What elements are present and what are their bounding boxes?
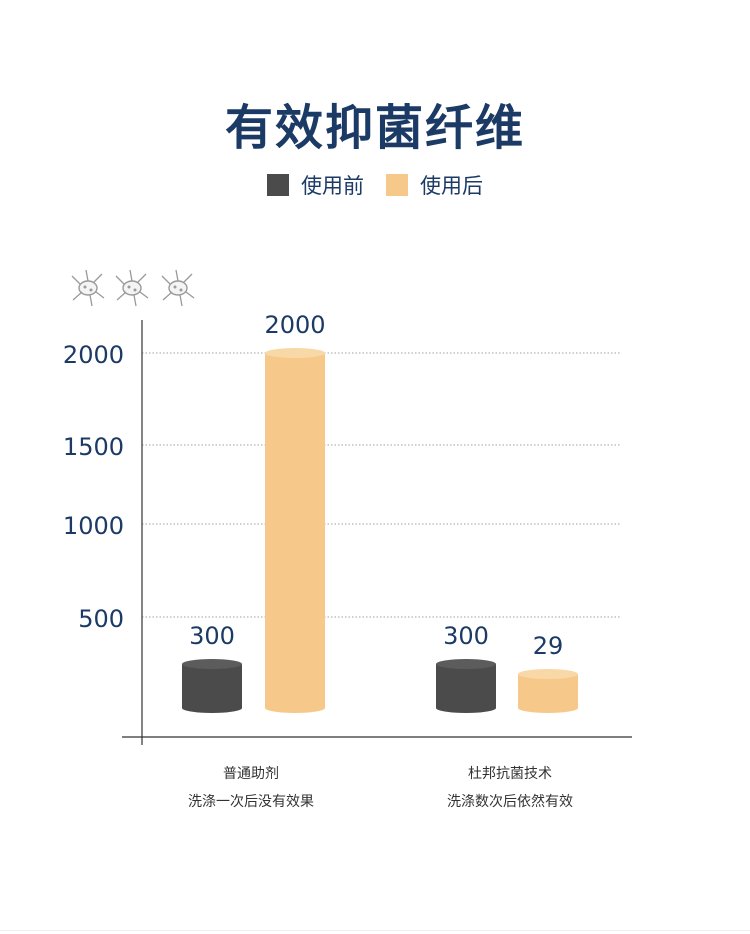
y-tick-label: 1500	[63, 433, 124, 461]
bacteria-icon	[115, 269, 149, 307]
bar	[265, 353, 325, 708]
bar-top	[518, 669, 578, 679]
bar	[436, 664, 496, 708]
legend-swatch-before	[267, 174, 289, 196]
legend-label-before: 使用前	[301, 174, 364, 198]
y-tick-label: 2000	[63, 341, 124, 369]
bar-base	[265, 703, 325, 713]
bottom-divider	[0, 930, 750, 931]
bar-base	[182, 703, 242, 713]
legend-swatch-after	[386, 174, 408, 196]
bacteria-icon	[161, 269, 195, 307]
bar-top	[436, 659, 496, 669]
bar-top	[182, 659, 242, 669]
data-label: 29	[533, 632, 564, 660]
y-tick-label: 500	[78, 605, 124, 633]
data-label: 2000	[264, 311, 325, 339]
bar-base	[436, 703, 496, 713]
page-title: 有效抑菌纤维	[224, 100, 525, 156]
bar	[518, 674, 578, 708]
x-category-label: 普通助剂	[223, 766, 279, 782]
bar-base	[518, 703, 578, 713]
x-category-label: 洗涤一次后没有效果	[188, 794, 314, 810]
bar-top	[265, 348, 325, 358]
legend-label-after: 使用后	[420, 174, 483, 198]
legend-item-after: 使用后	[386, 170, 483, 200]
x-category-label: 杜邦抗菌技术	[468, 766, 552, 782]
bar	[182, 664, 242, 708]
data-label: 300	[189, 622, 235, 650]
x-category-label: 洗涤数次后依然有效	[447, 793, 573, 810]
legend-item-before: 使用前	[267, 170, 364, 200]
bacteria-icon	[71, 269, 105, 307]
y-tick-label: 1000	[63, 512, 124, 540]
legend: 使用前 使用后	[0, 170, 750, 200]
bacteria-icons	[71, 269, 195, 307]
data-label: 300	[443, 622, 489, 650]
